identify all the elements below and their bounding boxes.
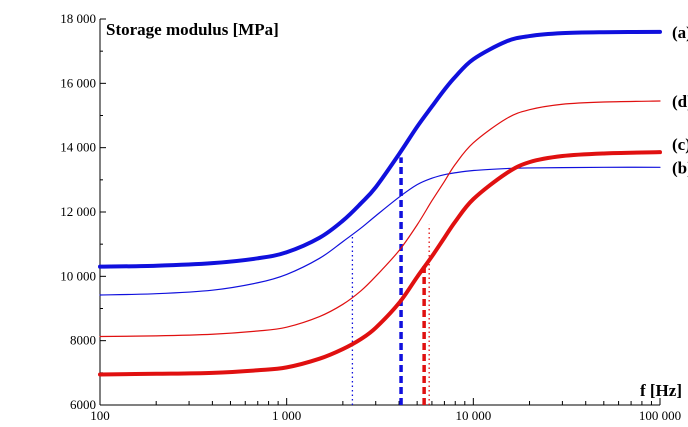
series-line-b bbox=[99, 166, 661, 296]
x-tick-label: 100 000 bbox=[639, 408, 681, 423]
axes: 6000 8000 10 000 12 000 14 000 16 000 18 000 10… bbox=[60, 11, 681, 423]
y-tick-label: 8000 bbox=[70, 333, 96, 348]
x-axis-title: f [Hz] bbox=[640, 381, 682, 400]
markers bbox=[351, 157, 430, 405]
x-tick-label: 10 000 bbox=[455, 408, 491, 423]
series bbox=[98, 29, 662, 377]
labels: (a) (b) (c) (d) bbox=[672, 23, 688, 177]
series-line-d bbox=[99, 100, 661, 338]
x-tick-label: 100 bbox=[90, 408, 110, 423]
series-label-a: (a) bbox=[672, 23, 688, 42]
series-line-c bbox=[98, 150, 662, 377]
y-tick-label: 6000 bbox=[70, 397, 96, 412]
y-tick-label: 14 000 bbox=[60, 140, 96, 155]
y-tick-label: 10 000 bbox=[60, 268, 96, 283]
series-line-a bbox=[98, 29, 662, 269]
y-tick-label: 16 000 bbox=[60, 75, 96, 90]
x-tick-label: 1 000 bbox=[272, 408, 301, 423]
y-tick-label: 18 000 bbox=[60, 11, 96, 26]
y-tick-label: 12 000 bbox=[60, 204, 96, 219]
series-label-c: (c) bbox=[672, 135, 688, 154]
series-label-d: (d) bbox=[672, 92, 688, 111]
y-axis-title: Storage modulus [MPa] bbox=[106, 20, 279, 39]
series-label-b: (b) bbox=[672, 158, 688, 177]
